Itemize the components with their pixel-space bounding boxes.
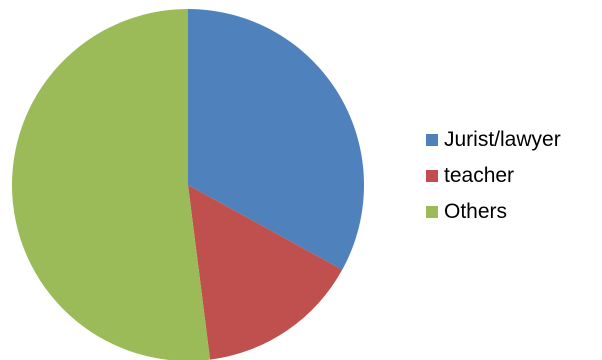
- pie-slice-teacher: [188, 185, 343, 360]
- legend-item-teacher: teacher: [426, 163, 561, 188]
- legend-item-others: Others: [426, 199, 561, 224]
- legend-label-others: Others: [444, 199, 508, 223]
- pie-chart: [12, 9, 365, 360]
- legend-label-teacher: teacher: [444, 163, 515, 187]
- legend-item-jurist-lawyer: Jurist/lawyer: [426, 127, 561, 152]
- legend-swatch-jurist-lawyer: [426, 133, 438, 146]
- legend-label-jurist-lawyer: Jurist/lawyer: [444, 127, 561, 151]
- pie-slice-jurist-lawyer: [188, 9, 365, 270]
- legend-swatch-teacher: [426, 169, 438, 182]
- legend: Jurist/lawyer teacher Others: [426, 127, 561, 224]
- legend-swatch-others: [426, 205, 438, 218]
- pie-slice-others: [12, 9, 211, 360]
